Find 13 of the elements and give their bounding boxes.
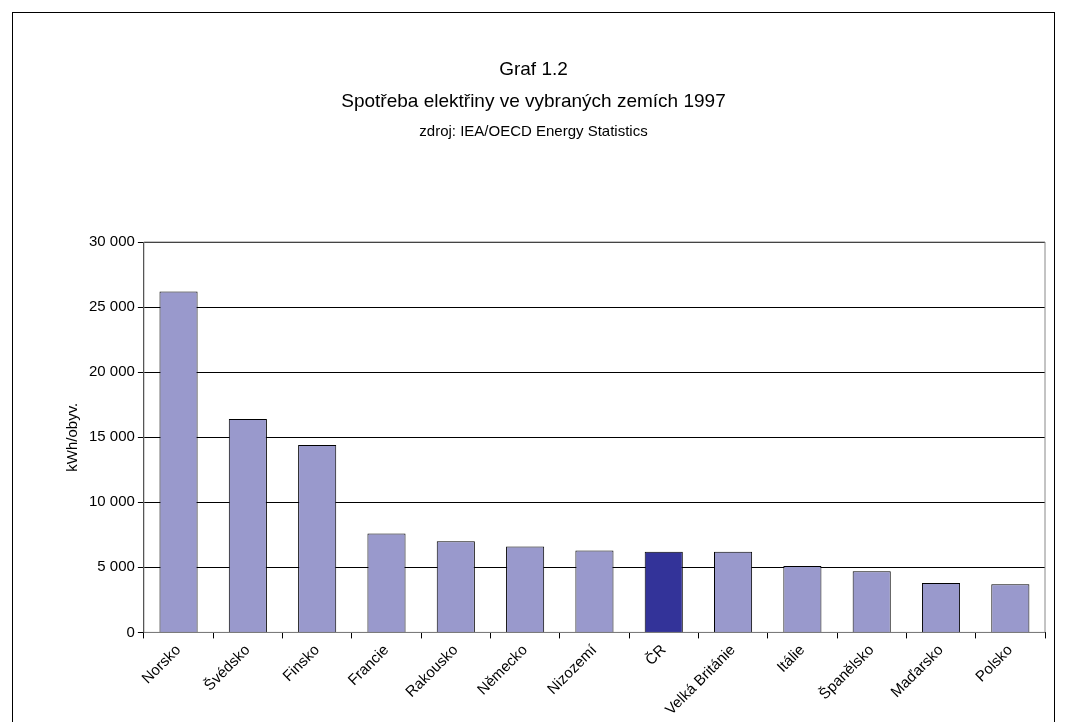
chart-title: Graf 1.2 xyxy=(498,58,569,80)
chart-subtitle: Spotřeba elektřiny ve vybraných zemích 1997 xyxy=(340,90,727,112)
y-tick-label: 5 000 xyxy=(97,557,135,575)
text: zdroj: IEA/OECD Energy Statistics xyxy=(418,122,649,139)
y-tick-label: 15 000 xyxy=(88,427,135,445)
y-tick-label: 30 000 xyxy=(88,232,135,250)
x-tick-label: Itálie xyxy=(773,640,808,676)
y-tick-label: 10 000 xyxy=(88,492,135,510)
y-axis-title: kWh/obyv. xyxy=(63,402,81,472)
y-tick-label: 25 000 xyxy=(88,297,135,315)
y-tick-label: 0 xyxy=(126,622,135,640)
x-tick-label: ČR xyxy=(641,640,669,669)
y-tick-label: 20 000 xyxy=(88,362,135,380)
